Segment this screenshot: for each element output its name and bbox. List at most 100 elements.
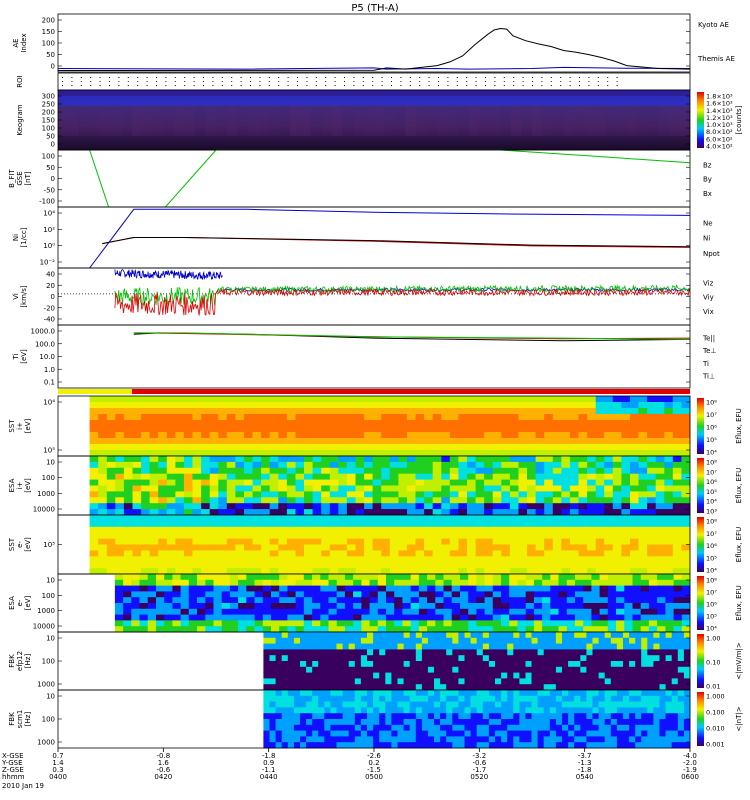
esa-electron-cell bbox=[221, 574, 231, 581]
esa-electron-cell bbox=[205, 579, 214, 586]
fbk-electric-cell bbox=[409, 684, 417, 691]
esa-electron-cell bbox=[229, 626, 239, 633]
esa-electron-cell bbox=[131, 614, 140, 621]
fbk-magnetic-cell bbox=[568, 736, 575, 743]
esa-electron-cell bbox=[229, 620, 239, 627]
fbk-magnetic-cell bbox=[586, 713, 593, 720]
esa-electron-cell bbox=[139, 585, 149, 592]
sst-ion-cell bbox=[338, 408, 348, 415]
esa-ion-cell bbox=[432, 461, 442, 469]
sst-ion-cell bbox=[201, 420, 211, 427]
fbk-electric-cell bbox=[312, 632, 319, 639]
sst-ion-cell bbox=[672, 414, 682, 421]
fbk-electric-cell bbox=[531, 678, 538, 685]
sst-electron-cell bbox=[630, 520, 639, 528]
esa-ion-cell bbox=[407, 461, 416, 469]
sst-electron-cell bbox=[621, 556, 631, 563]
sst-electron-cell bbox=[89, 538, 99, 545]
sst-electron-cell bbox=[235, 532, 245, 539]
fbk-magnetic-cell bbox=[452, 690, 459, 697]
esa-ion-cell bbox=[106, 497, 116, 504]
sst-electron-cell bbox=[278, 568, 288, 575]
esa-ion-cell bbox=[492, 456, 502, 463]
sst-electron-cell bbox=[424, 556, 434, 563]
fbk-electric-cell bbox=[360, 643, 368, 650]
sst-electron-colorbar-tick: 10⁸ bbox=[706, 518, 717, 526]
fbk-magnetic-cell bbox=[677, 724, 685, 731]
fbk-electric-cell bbox=[391, 637, 398, 644]
esa-electron-cell bbox=[147, 585, 157, 592]
sst-ion-cell bbox=[527, 450, 536, 457]
roi-dot bbox=[513, 81, 515, 82]
roi-dot bbox=[118, 85, 120, 86]
roi-dot bbox=[268, 81, 270, 82]
fbk-magnetic-cell bbox=[397, 707, 404, 714]
esa-ion-cell bbox=[449, 479, 459, 486]
sst-ion-cell bbox=[235, 450, 245, 457]
fbk-magnetic-cell bbox=[446, 695, 453, 702]
sst-electron-cell bbox=[355, 562, 365, 569]
sst-electron-cell bbox=[681, 550, 691, 557]
fbk-magnetic-cell bbox=[495, 742, 502, 749]
sst-ion-cell bbox=[141, 408, 151, 415]
esa-electron-cell bbox=[476, 597, 485, 604]
esa-electron-cell bbox=[246, 614, 255, 621]
footer-ephemeris-value: -0.6 bbox=[156, 766, 170, 774]
fbk-electric-cell bbox=[293, 672, 301, 679]
fbk-magnetic-cell bbox=[421, 742, 429, 749]
footer-time-label: 0600 bbox=[681, 773, 699, 781]
esa-electron-cell bbox=[254, 603, 264, 610]
fbk-magnetic-cell bbox=[659, 695, 666, 702]
sst-ion-cell bbox=[269, 402, 279, 409]
esa-ion-cell bbox=[681, 497, 691, 504]
fbk-electric-cell bbox=[537, 684, 545, 691]
esa-electron-cell bbox=[476, 603, 485, 610]
esa-ion-cell bbox=[226, 509, 236, 516]
sst-ion-cell bbox=[432, 420, 442, 427]
esa-ion-cell bbox=[664, 509, 674, 516]
fbk-magnetic-cell bbox=[269, 701, 276, 708]
keogram-column bbox=[542, 106, 554, 136]
esa-ion-cell bbox=[389, 473, 399, 480]
fbk-electric-cell bbox=[367, 678, 374, 685]
sst-ion-cell bbox=[424, 444, 434, 451]
esa-ion-cell bbox=[141, 509, 151, 516]
esa-ion-cell bbox=[458, 467, 468, 475]
sst-ion-cell bbox=[364, 420, 374, 427]
esa-ion-cell bbox=[321, 497, 331, 504]
fbk-electric-cell bbox=[604, 661, 612, 668]
fbk-electric-cell bbox=[281, 672, 289, 679]
sst-electron-cell bbox=[449, 538, 459, 545]
keogram-ytick-label: 0 bbox=[51, 141, 55, 149]
fbk-electric-cell bbox=[385, 678, 392, 685]
fbk-electric-cell bbox=[281, 655, 289, 662]
sst-electron-cell bbox=[89, 532, 99, 539]
fbk-electric-cell bbox=[488, 684, 496, 691]
esa-electron-cell bbox=[353, 579, 362, 586]
esa-electron-cell bbox=[114, 597, 124, 604]
fbk-electric-cell bbox=[306, 672, 313, 679]
fbk-magnetic-cell bbox=[452, 719, 459, 726]
fbk-magnetic-cell bbox=[275, 724, 283, 731]
esa-ion-cell bbox=[501, 485, 511, 492]
fbk-electric-cell bbox=[507, 684, 514, 691]
esa-ion-cell bbox=[98, 467, 108, 475]
sst-ion-cell bbox=[535, 426, 545, 433]
fbk-magnetic-cell bbox=[519, 730, 526, 737]
esa-electron-cell bbox=[640, 597, 650, 604]
esa-electron-cell bbox=[533, 620, 543, 627]
sst-electron-cell bbox=[630, 550, 639, 557]
esa-ion-colorbar-tick: 10⁶ bbox=[706, 478, 717, 486]
esa-electron-cell bbox=[624, 614, 633, 621]
sst-ion-cell bbox=[630, 414, 639, 421]
fbk-electric-cell bbox=[665, 678, 673, 685]
fbk-magnetic-cell bbox=[342, 730, 350, 737]
fbk-electric-cell bbox=[513, 637, 520, 644]
sst-ion-cell bbox=[587, 414, 597, 421]
roi-dot bbox=[503, 81, 505, 82]
sst-electron-cell bbox=[655, 562, 665, 569]
esa-ion-cell bbox=[595, 497, 605, 504]
sst-ion-cell bbox=[278, 420, 288, 427]
fbk-magnetic-cell bbox=[324, 742, 331, 749]
sst-ion-cell bbox=[415, 396, 425, 403]
